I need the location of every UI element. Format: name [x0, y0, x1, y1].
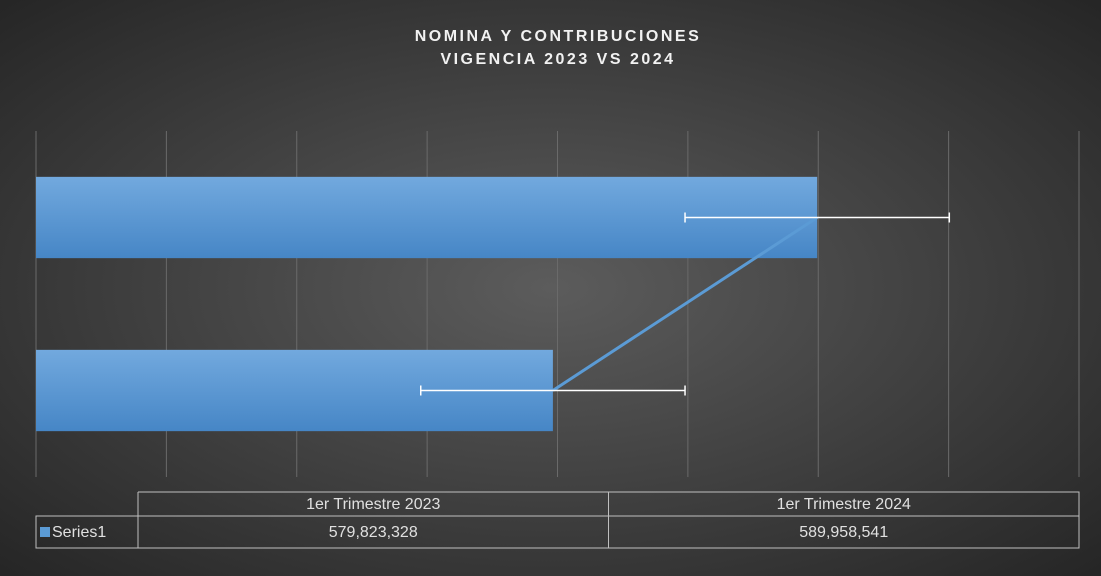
table-header: 1er Trimestre 2023: [306, 496, 440, 513]
chart-title: VIGENCIA 2023 VS 2024: [440, 51, 675, 68]
table-header: 1er Trimestre 2024: [777, 496, 911, 513]
legend-label: Series1: [52, 524, 106, 541]
table-border: [35, 491, 1080, 549]
legend-swatch: [40, 527, 50, 537]
table-value: 579,823,328: [329, 524, 418, 541]
chart-title: NOMINA Y CONTRIBUCIONES: [415, 28, 702, 45]
error-bar: [684, 212, 951, 223]
table-value: 589,958,541: [799, 524, 888, 541]
series-line: [552, 216, 818, 392]
error-bar: [420, 385, 686, 396]
